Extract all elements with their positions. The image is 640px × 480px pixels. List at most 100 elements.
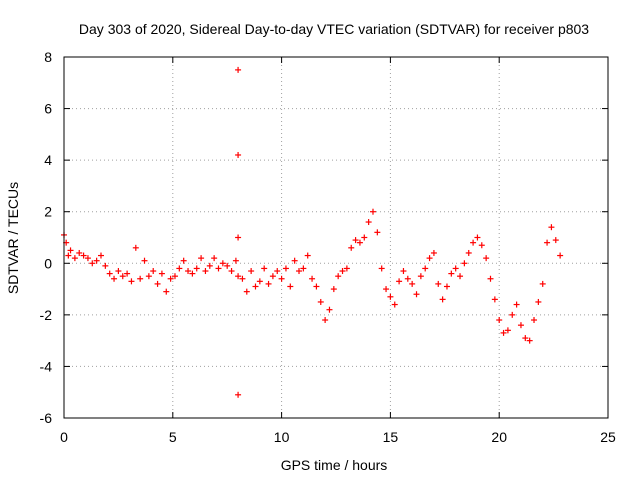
- data-point: [426, 255, 433, 262]
- data-point: [430, 249, 437, 256]
- data-point: [150, 268, 157, 275]
- data-point: [443, 283, 450, 290]
- data-point: [202, 268, 209, 275]
- data-point: [400, 268, 407, 275]
- data-point: [235, 273, 242, 280]
- data-point: [330, 286, 337, 293]
- data-point: [235, 234, 242, 241]
- data-point: [361, 234, 368, 241]
- data-point: [239, 275, 246, 282]
- data-point: [256, 278, 263, 285]
- data-point: [470, 239, 477, 246]
- y-tick-label: -4: [40, 358, 53, 374]
- data-point: [80, 252, 87, 259]
- data-point: [509, 311, 516, 318]
- data-point: [89, 260, 96, 267]
- data-point: [374, 229, 381, 236]
- x-tick-label: 20: [491, 429, 507, 445]
- data-point: [457, 273, 464, 280]
- data-point: [167, 275, 174, 282]
- data-point: [352, 237, 359, 244]
- data-point: [224, 262, 231, 269]
- data-point: [102, 262, 109, 269]
- data-point: [452, 265, 459, 272]
- data-point: [235, 66, 242, 73]
- data-point: [111, 275, 118, 282]
- data-point: [300, 265, 307, 272]
- data-point: [119, 273, 126, 280]
- data-point: [106, 270, 113, 277]
- data-point: [65, 252, 72, 259]
- data-point: [365, 219, 372, 226]
- data-point: [274, 268, 281, 275]
- data-point: [76, 249, 83, 256]
- data-point: [228, 268, 235, 275]
- y-tick-label: -2: [40, 307, 53, 323]
- data-point: [141, 257, 148, 264]
- data-point: [158, 270, 165, 277]
- data-point: [378, 265, 385, 272]
- data-point: [154, 280, 161, 287]
- data-point: [265, 280, 272, 287]
- data-point: [313, 283, 320, 290]
- y-tick-label: 2: [44, 204, 52, 220]
- data-point: [309, 275, 316, 282]
- data-point: [291, 257, 298, 264]
- data-point: [269, 273, 276, 280]
- data-point: [189, 270, 196, 277]
- data-point: [504, 327, 511, 334]
- tick-layer: 0 5 10 15 20 25 -6 -4 -2 0 2 4 6 8: [40, 49, 616, 445]
- y-tick-label: -6: [40, 410, 53, 426]
- data-point: [548, 224, 555, 231]
- data-point: [343, 265, 350, 272]
- data-point: [145, 273, 152, 280]
- data-point: [339, 268, 346, 275]
- data-point: [115, 268, 122, 275]
- data-point: [67, 247, 74, 254]
- x-tick-label: 10: [274, 429, 290, 445]
- data-points-layer: [61, 66, 564, 398]
- data-point: [513, 301, 520, 308]
- data-point: [531, 317, 538, 324]
- data-point: [296, 268, 303, 275]
- data-point: [491, 296, 498, 303]
- data-point: [206, 262, 213, 269]
- data-point: [383, 286, 390, 293]
- data-point: [219, 260, 226, 267]
- data-point: [193, 265, 200, 272]
- data-point: [487, 275, 494, 282]
- data-point: [356, 239, 363, 246]
- data-point: [435, 280, 442, 287]
- data-point: [552, 237, 559, 244]
- data-point: [322, 317, 329, 324]
- data-point: [176, 265, 183, 272]
- data-point: [282, 265, 289, 272]
- data-point: [396, 278, 403, 285]
- data-point: [128, 278, 135, 285]
- data-point: [248, 268, 255, 275]
- data-point: [478, 242, 485, 249]
- x-tick-label: 25: [600, 429, 616, 445]
- data-point: [97, 252, 104, 259]
- data-point: [235, 391, 242, 398]
- data-point: [535, 298, 542, 305]
- data-point: [404, 275, 411, 282]
- data-point: [557, 252, 564, 259]
- x-tick-label: 15: [383, 429, 399, 445]
- data-point: [465, 249, 472, 256]
- data-point: [500, 329, 507, 336]
- data-point: [483, 255, 490, 262]
- data-point: [448, 270, 455, 277]
- data-point: [461, 260, 468, 267]
- plot-frame: [63, 56, 609, 419]
- data-point: [235, 151, 242, 158]
- data-point: [539, 280, 546, 287]
- chart-title: Day 303 of 2020, Sidereal Day-to-day VTE…: [79, 21, 589, 37]
- data-point: [261, 265, 268, 272]
- y-tick-label: 6: [44, 101, 52, 117]
- data-point: [132, 244, 139, 251]
- y-tick-label: 4: [44, 152, 52, 168]
- data-point: [137, 275, 144, 282]
- data-point: [84, 255, 91, 262]
